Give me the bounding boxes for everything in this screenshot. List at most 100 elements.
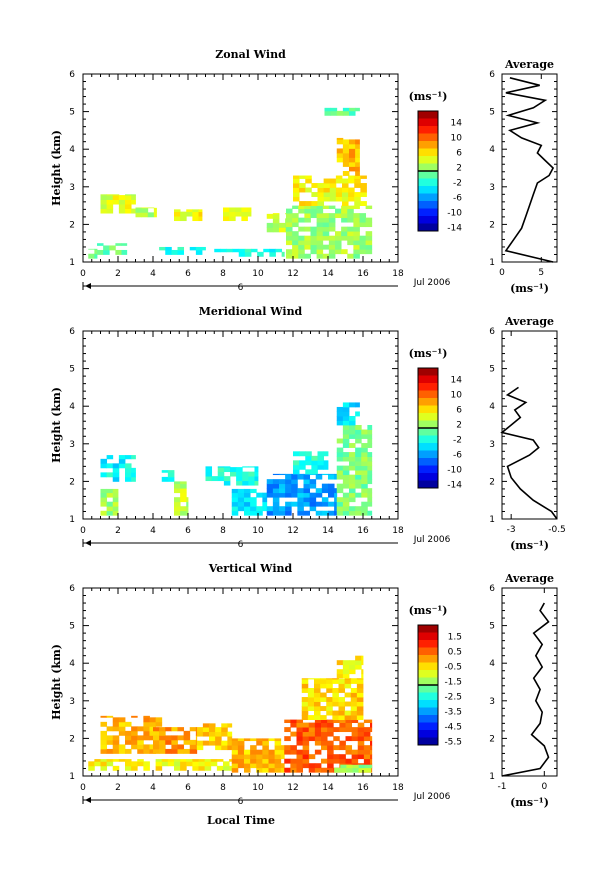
heatmap-cell: [326, 683, 333, 689]
heatmap-cell: [355, 470, 362, 476]
heatmap-cell: [353, 244, 360, 250]
heatmap-cell: [335, 178, 343, 184]
heatmap-cell: [167, 476, 175, 482]
panel-title: Vertical Wind: [208, 562, 293, 575]
heatmap-cell: [322, 253, 330, 259]
heatmap-cell: [309, 497, 317, 503]
colorbar-swatch: [418, 707, 438, 716]
heatmap-cell: [336, 137, 344, 140]
heatmap-cell: [266, 213, 274, 219]
heatmap-cell: [94, 248, 98, 250]
colorbar-swatch: [418, 450, 438, 459]
heatmap-cell: [279, 483, 286, 489]
colorbar-swatch: [418, 178, 438, 187]
heatmap-cell: [236, 476, 243, 482]
heatmap-cell: [192, 759, 199, 762]
x-tick-label: 4: [150, 783, 156, 793]
heatmap-cell: [192, 216, 199, 222]
heatmap-cell: [321, 497, 329, 503]
heatmap-cell: [301, 706, 309, 711]
heatmap-cell: [215, 740, 222, 746]
heatmap-cell: [215, 727, 222, 733]
heatmap-cell: [217, 467, 225, 473]
heatmap-cell: [280, 754, 285, 760]
colorbar-tick-label: -4.5: [444, 722, 462, 732]
heatmap-cell: [106, 455, 114, 460]
heatmap-cell: [216, 765, 224, 771]
heatmap-cell: [342, 420, 350, 426]
heatmap-cell: [159, 735, 166, 741]
heatmap-cell: [344, 692, 352, 698]
heatmap-cell: [304, 205, 311, 210]
heatmap-cell: [125, 765, 132, 771]
heatmap-cell: [342, 452, 350, 457]
heatmap-cell: [177, 744, 185, 750]
heatmap-cell: [361, 452, 368, 457]
heatmap-cell: [125, 739, 132, 745]
heatmap-cell: [359, 213, 367, 219]
heatmap-cell: [342, 178, 349, 184]
heatmap-cell: [221, 731, 228, 737]
heatmap-cell: [342, 402, 350, 408]
heatmap-cell: [241, 216, 248, 222]
heatmap-cell: [365, 235, 373, 241]
heatmap-cell: [299, 183, 306, 188]
heatmap-cell: [303, 473, 311, 476]
heatmap-cell: [367, 470, 373, 476]
heatmap-cell: [209, 723, 216, 728]
heatmap-cell: [137, 761, 144, 767]
heatmap-cell: [323, 460, 329, 466]
heatmap-cell: [349, 429, 356, 435]
heatmap-cell: [291, 483, 298, 489]
heatmap-cell: [341, 235, 348, 241]
heatmap-cell: [305, 175, 312, 179]
heatmap-cell: [141, 212, 149, 218]
heatmap-cell: [97, 243, 104, 246]
colorbar-tick-label: -14: [447, 480, 462, 490]
heatmap-cell: [357, 727, 365, 733]
heatmap-cell: [341, 208, 348, 214]
heatmap-cell: [274, 745, 282, 751]
heatmap-cell: [100, 458, 108, 464]
heatmap-cell: [342, 183, 349, 188]
heatmap-cell: [254, 466, 259, 468]
heatmap-cell: [112, 735, 120, 741]
heatmap-cell: [195, 748, 198, 754]
heatmap-cell: [118, 199, 126, 205]
heatmap-cell: [149, 717, 157, 723]
y-tick-label: 4: [69, 402, 75, 412]
x-tick-label: 2: [115, 783, 121, 793]
heatmap-cell: [221, 745, 228, 751]
heatmap-cell: [244, 763, 251, 769]
heatmap-cell: [317, 183, 325, 188]
heatmap-cell: [256, 738, 263, 742]
heatmap-cell: [242, 471, 249, 477]
heatmap-cell: [94, 249, 98, 255]
heatmap-cell: [349, 107, 356, 112]
heatmap-cell: [262, 506, 268, 512]
heatmap-cell: [342, 510, 350, 516]
heatmap-cell: [304, 208, 311, 214]
heatmap-cell: [209, 727, 216, 733]
heatmap-cell: [272, 492, 280, 498]
heatmap-cell: [302, 763, 310, 769]
heatmap-cell: [195, 739, 198, 745]
heatmap-cell: [106, 748, 114, 754]
heatmap-cell: [314, 715, 321, 720]
heatmap-cell: [329, 187, 337, 193]
heatmap-cell: [363, 736, 371, 742]
heatmap-cell: [321, 758, 328, 764]
heatmap-cell: [311, 201, 318, 206]
heatmap-cell: [153, 735, 160, 741]
heatmap-cell: [303, 497, 311, 503]
colorbar-unit: (ms⁻¹): [409, 90, 448, 103]
heatmap-cell: [231, 506, 239, 512]
heatmap-cell: [269, 248, 276, 253]
heatmap-cell: [106, 739, 114, 745]
heatmap-cell: [290, 719, 297, 724]
heatmap-cell: [367, 461, 373, 467]
heatmap-cell: [250, 510, 257, 516]
heatmap-cell: [231, 488, 239, 494]
heatmap-cell: [159, 739, 166, 745]
heatmap-cell: [223, 480, 231, 486]
